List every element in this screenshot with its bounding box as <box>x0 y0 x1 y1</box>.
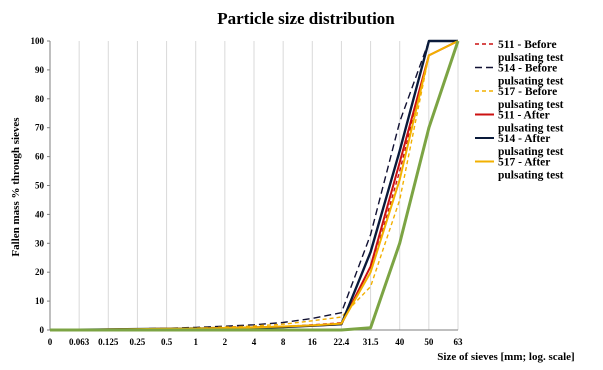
legend-label-2: 514 - Before <box>498 63 557 75</box>
y-tick-label: 0 <box>40 325 45 335</box>
series-line-3 <box>49 40 459 331</box>
x-tick-label: 31.5 <box>363 337 379 347</box>
legend-label-1-line2: pulsating test <box>498 52 564 64</box>
x-tick-label: 40 <box>395 337 405 347</box>
x-tick-label: 0.5 <box>161 337 173 347</box>
y-tick-label: 60 <box>35 152 45 162</box>
x-tick-label: 16 <box>308 337 318 347</box>
chart-title: Particle size distribution <box>217 9 395 28</box>
x-tick-label: 4 <box>252 337 257 347</box>
x-tick-label: 0.25 <box>130 337 146 347</box>
y-tick-label: 80 <box>35 94 45 104</box>
y-tick-label: 10 <box>35 296 45 306</box>
y-tick-label: 40 <box>35 209 45 219</box>
tick-layer: 0 10 20 30 40 50 60 70 80 90 100 0 0.063 0.125 0.25 0.5… <box>31 36 464 347</box>
legend-label-2-line2: pulsating test <box>498 76 564 88</box>
legend-label-4: 511 - After <box>498 110 550 122</box>
series-line-7 <box>50 40 460 332</box>
y-tick-label: 100 <box>31 36 45 46</box>
x-tick-label: 50 <box>424 337 434 347</box>
x-tick-label: 1 <box>193 337 198 347</box>
x-tick-label: 0.125 <box>98 337 119 347</box>
y-tick-label: 70 <box>35 123 45 133</box>
legend-label-5-line2: pulsating test <box>498 146 564 158</box>
x-axis-label: Size of sieves [mm; log. scale] <box>437 351 574 363</box>
x-tick-label: 8 <box>281 337 286 347</box>
legend-label-6-line2: pulsating test <box>498 170 564 182</box>
legend-label-4-line2: pulsating test <box>498 123 564 135</box>
x-tick-label: 2 <box>223 337 228 347</box>
y-tick-label: 50 <box>35 181 45 191</box>
y-tick-label: 30 <box>35 238 45 248</box>
x-tick-label: 0.063 <box>69 337 90 347</box>
y-axis-label: Fallen mass % through sieves <box>10 117 22 257</box>
y-tick-label: 90 <box>35 65 45 75</box>
series-layer <box>49 39 460 332</box>
x-tick-label: 22.4 <box>334 337 350 347</box>
legend-label-3: 517 - Before <box>498 86 557 98</box>
legend-label-6: 517 - After <box>498 157 550 169</box>
legend-label-1: 511 - Before <box>498 39 557 51</box>
legend-label-3-line2: pulsating test <box>498 99 564 111</box>
grid-layer <box>78 41 459 330</box>
legend-label-5: 514 - After <box>498 133 550 145</box>
x-tick-label: 63 <box>454 337 464 347</box>
y-tick-label: 20 <box>35 267 45 277</box>
x-tick-label: 0 <box>48 337 53 347</box>
